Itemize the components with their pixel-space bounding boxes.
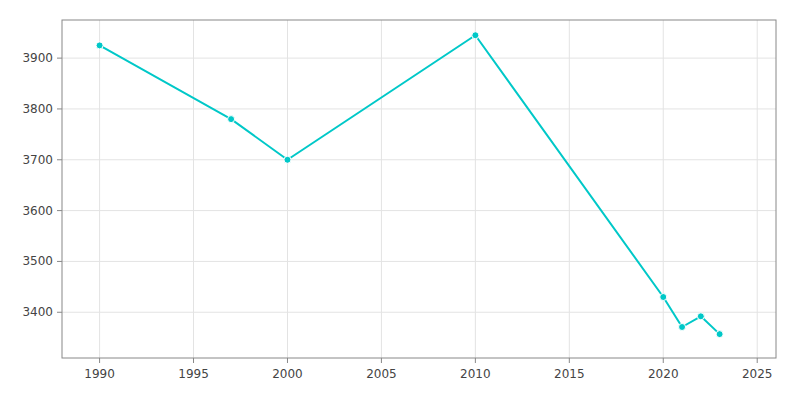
plot-frame xyxy=(62,20,776,358)
point xyxy=(284,156,291,163)
x-grid-line xyxy=(193,20,194,358)
point xyxy=(697,313,704,320)
x-tick-mark xyxy=(99,358,100,363)
point xyxy=(472,32,479,39)
point xyxy=(660,294,667,301)
x-tick-label: 1990 xyxy=(84,367,115,381)
series xyxy=(96,32,723,338)
y-tick-mark xyxy=(57,159,62,160)
x-grid-line xyxy=(757,20,758,358)
x-tick-mark xyxy=(287,358,288,363)
chart-container: 1990 1995 2000 2005 2010 2015 2020 2025 3400 3500… xyxy=(0,0,800,400)
x-tick-label: 2020 xyxy=(648,367,679,381)
y-tick-label: 3700 xyxy=(22,153,53,167)
y-grid-line xyxy=(62,159,776,160)
point xyxy=(96,42,103,49)
x-grid-line xyxy=(99,20,100,358)
x-tick-label: 2010 xyxy=(460,367,491,381)
x-grid-line xyxy=(475,20,476,358)
x-tick-label: 1995 xyxy=(178,367,209,381)
point xyxy=(716,331,723,338)
x-tick-label: 2015 xyxy=(554,367,585,381)
y-tick-mark xyxy=(57,312,62,313)
y-tick-mark xyxy=(57,108,62,109)
y-tick-mark xyxy=(57,210,62,211)
y-grid-line xyxy=(62,210,776,211)
chart: 1990 1995 2000 2005 2010 2015 2020 2025 3400 3500… xyxy=(0,0,800,400)
y-tick-mark xyxy=(57,261,62,262)
plot-area xyxy=(62,20,776,358)
x-tick-label: 2000 xyxy=(272,367,303,381)
y-tick-label: 3400 xyxy=(22,305,53,319)
x-grid-line xyxy=(287,20,288,358)
y-grid-line xyxy=(62,58,776,59)
x-tick-mark xyxy=(193,358,194,363)
y-tick-label: 3800 xyxy=(22,102,53,116)
x-grid-line xyxy=(663,20,664,358)
x-tick-label: 2025 xyxy=(742,367,773,381)
x-tick-mark xyxy=(475,358,476,363)
x-tick-mark xyxy=(381,358,382,363)
x-tick-mark xyxy=(569,358,570,363)
y-tick-label: 3600 xyxy=(22,204,53,218)
y-tick-label: 3900 xyxy=(22,51,53,65)
x-grid-line xyxy=(381,20,382,358)
grid xyxy=(62,20,776,358)
y-tick-label: 3500 xyxy=(22,254,53,268)
x-tick-mark xyxy=(757,358,758,363)
axes: 1990 1995 2000 2005 2010 2015 2020 2025 3400 3500… xyxy=(22,51,772,381)
x-tick-mark xyxy=(663,358,664,363)
x-grid-line xyxy=(569,20,570,358)
point xyxy=(228,116,235,123)
y-grid-line xyxy=(62,261,776,262)
y-grid-line xyxy=(62,312,776,313)
point xyxy=(679,323,686,330)
y-tick-mark xyxy=(57,58,62,59)
y-grid-line xyxy=(62,108,776,109)
line xyxy=(100,35,720,334)
x-tick-label: 2005 xyxy=(366,367,397,381)
